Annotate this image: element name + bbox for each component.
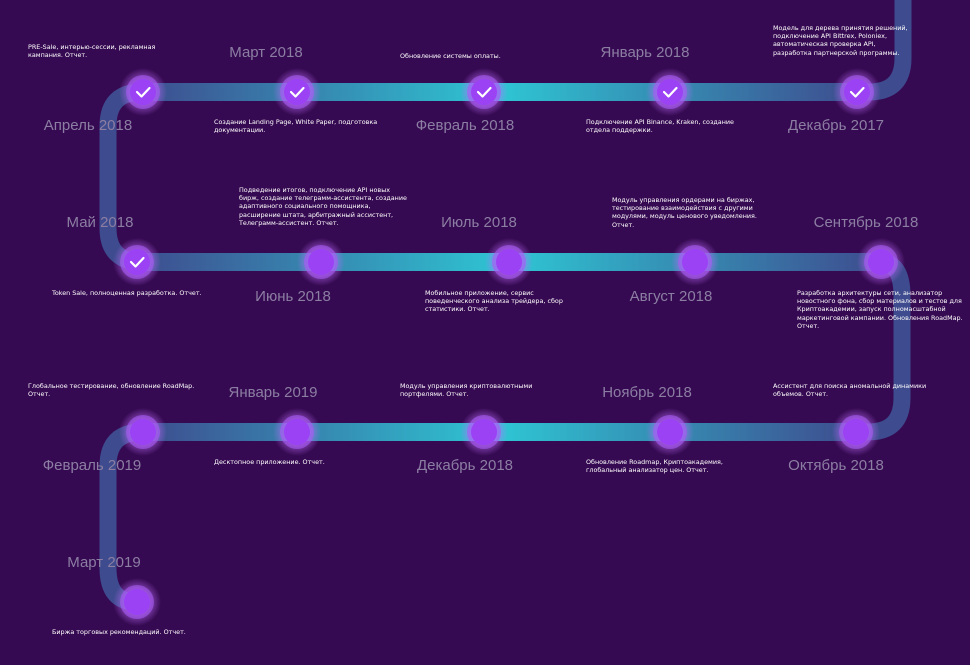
milestone-description: Создание Landing Page, White Paper, подг… [214,118,378,135]
milestone-node-dot [124,589,150,615]
track-connector-row2-row3 [846,253,911,441]
milestone-node [833,68,881,116]
milestone-description: Обновление системы оплаты. [400,52,501,60]
milestone-date: Февраль 2018 [415,117,515,134]
milestone-date: Июль 2018 [441,214,517,231]
milestone-node [273,68,321,116]
milestone-date: Май 2018 [66,214,134,231]
milestone-description: Биржа торговых рекомендаций. Отчет. [52,628,186,636]
milestone-date: Март 2019 [67,554,141,571]
milestone-node [832,408,880,456]
milestone-date: Январь 2019 [228,384,318,401]
milestone-node-dot [843,419,869,445]
milestone-date: Сентябрь 2018 [813,214,919,231]
milestone-node-dot [130,79,156,105]
milestone-node-dot [657,419,683,445]
milestone-node-dot [471,79,497,105]
milestone-date: Декабрь 2018 [416,457,514,474]
milestone-node-dot [682,249,708,275]
milestone-date: Июнь 2018 [255,288,331,305]
milestone-date: Январь 2018 [600,44,690,61]
milestone-node [113,238,161,286]
milestone-date: Февраль 2019 [42,457,142,474]
milestone-description: Мобильное приложение, сервис поведенческ… [425,289,563,314]
milestone-date: Апрель 2018 [43,117,133,134]
milestone-nodes [113,68,905,626]
milestone-node [297,238,345,286]
milestone-description: Глобальное тестирование, обновление Road… [28,382,195,399]
milestone-node [646,408,694,456]
milestone-description: Подключение API Binance, Kraken, создани… [586,118,734,135]
milestone-description: Модель для дерева принятия решений, подк… [773,24,908,57]
milestone-description: Разработка архитектуры сети, анализатор … [797,289,963,330]
milestone-node [119,68,167,116]
milestone-date: Август 2018 [629,288,713,305]
checkmark-icon [849,86,865,98]
milestone-date: Декабрь 2017 [787,117,885,134]
milestone-node-dot [124,249,150,275]
milestone-node [113,578,161,626]
milestone-node [460,408,508,456]
milestone-node [485,238,533,286]
checkmark-icon [289,86,305,98]
milestone-description: Подведение итогов, подключение API новых… [239,186,407,227]
milestone-node-dot [284,79,310,105]
milestone-description: Модуль управления ордерами на биржах, те… [612,196,757,229]
checkmark-icon [662,86,678,98]
milestone-description: Модуль управления криптовалютными портфе… [400,382,533,399]
milestone-description: PRE-Sale, интерью-сессии, рекламная камп… [28,43,156,60]
milestone-description: Обновление Roadmap, Криптоакадемия, глоб… [586,458,723,475]
milestone-node-dot [308,249,334,275]
milestone-date: Март 2018 [229,44,303,61]
milestone-node [119,408,167,456]
milestone-node-dot [844,79,870,105]
milestone-node [646,68,694,116]
milestone-description: Десктопное приложение. Отчет. [214,458,325,466]
milestone-node-dot [868,249,894,275]
checkmark-icon [476,86,492,98]
milestone-description: Ассистент для поиска аномальной динамики… [773,382,927,399]
milestone-node-dot [284,419,310,445]
milestone-node [460,68,508,116]
milestone-node-dot [130,419,156,445]
milestone-node-dot [496,249,522,275]
milestone-node [857,238,905,286]
checkmark-icon [135,86,151,98]
milestone-node [671,238,719,286]
milestone-date: Октябрь 2018 [788,457,884,474]
milestone-description: Token Sale, полноценная разработка. Отче… [52,289,202,297]
checkmark-icon [129,256,145,268]
milestone-node-dot [471,419,497,445]
milestone-node-dot [657,79,683,105]
milestone-node [273,408,321,456]
milestone-date: Ноябрь 2018 [602,384,692,401]
